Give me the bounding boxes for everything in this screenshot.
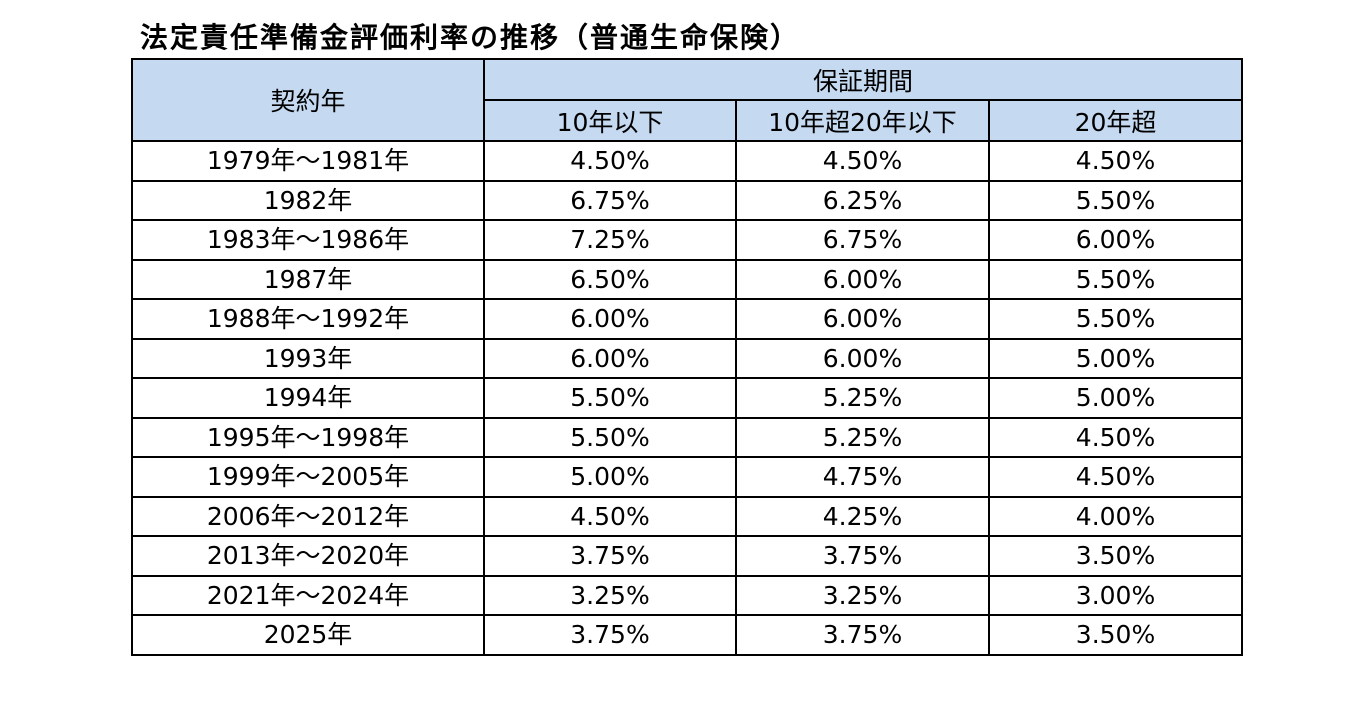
rate-10y-to-20y-cell: 6.00% <box>735 337 990 379</box>
contract-year-cell: 2006年～2012年 <box>131 495 485 537</box>
rate-over-20y-cell: 3.00% <box>987 574 1244 616</box>
rate-10y-or-less-cell: 6.50% <box>483 258 737 300</box>
table-row: 1988年～1992年 6.00% 6.00% 5.50% <box>131 298 1244 340</box>
table-row: 2025年 3.75% 3.75% 3.50% <box>131 614 1244 656</box>
rate-over-20y-cell: 5.50% <box>987 179 1244 221</box>
rate-over-20y-cell: 5.00% <box>987 337 1244 379</box>
table-row: 1993年 6.00% 6.00% 5.00% <box>131 337 1244 379</box>
rate-10y-or-less-cell: 7.25% <box>483 219 737 261</box>
rate-10y-to-20y-cell: 5.25% <box>735 416 990 458</box>
table-row: 1982年 6.75% 6.25% 5.50% <box>131 179 1244 221</box>
table-header: 契約年 保証期間 10年以下 10年超20年以下 20年超 <box>131 58 1244 142</box>
rate-10y-or-less-cell: 6.00% <box>483 298 737 340</box>
rate-10y-or-less-cell: 6.75% <box>483 179 737 221</box>
rate-over-20y-cell: 4.00% <box>987 495 1244 537</box>
rate-10y-or-less-cell: 4.50% <box>483 495 737 537</box>
rate-10y-to-20y-cell: 4.75% <box>735 456 990 498</box>
rate-10y-or-less-cell: 5.50% <box>483 416 737 458</box>
contract-year-cell: 1979年～1981年 <box>131 140 485 182</box>
rate-over-20y-cell: 4.50% <box>987 140 1244 182</box>
table-row: 2013年～2020年 3.75% 3.75% 3.50% <box>131 535 1244 577</box>
rate-10y-to-20y-cell: 6.00% <box>735 258 990 300</box>
rate-over-20y-cell: 5.50% <box>987 258 1244 300</box>
contract-year-cell: 1982年 <box>131 179 485 221</box>
table-row: 1994年 5.50% 5.25% 5.00% <box>131 377 1244 419</box>
table-row: 1995年～1998年 5.50% 5.25% 4.50% <box>131 416 1244 458</box>
rate-over-20y-cell: 3.50% <box>987 614 1244 656</box>
contract-year-cell: 1987年 <box>131 258 485 300</box>
rate-10y-or-less-cell: 3.75% <box>483 614 737 656</box>
table-row: 1999年～2005年 5.00% 4.75% 4.50% <box>131 456 1244 498</box>
column-header-10y-or-less: 10年以下 <box>483 99 737 142</box>
table-row: 2006年～2012年 4.50% 4.25% 4.00% <box>131 495 1244 537</box>
contract-year-cell: 1983年～1986年 <box>131 219 485 261</box>
table-row: 1979年～1981年 4.50% 4.50% 4.50% <box>131 140 1244 182</box>
contract-year-cell: 2021年～2024年 <box>131 574 485 616</box>
rate-over-20y-cell: 5.00% <box>987 377 1244 419</box>
rate-over-20y-cell: 4.50% <box>987 416 1244 458</box>
rate-10y-to-20y-cell: 3.75% <box>735 614 990 656</box>
contract-year-cell: 1994年 <box>131 377 485 419</box>
column-header-over-20y: 20年超 <box>987 99 1244 142</box>
contract-year-cell: 1988年～1992年 <box>131 298 485 340</box>
table-row: 1987年 6.50% 6.00% 5.50% <box>131 258 1244 300</box>
header-row-top: 契約年 保証期間 <box>131 58 1244 142</box>
rate-10y-or-less-cell: 5.50% <box>483 377 737 419</box>
rate-10y-to-20y-cell: 4.25% <box>735 495 990 537</box>
rate-10y-or-less-cell: 4.50% <box>483 140 737 182</box>
rate-over-20y-cell: 5.50% <box>987 298 1244 340</box>
contract-year-cell: 1995年～1998年 <box>131 416 485 458</box>
interest-rate-table: 契約年 保証期間 10年以下 10年超20年以下 20年超 1979年～1981… <box>131 58 1244 656</box>
year-column-header: 契約年 <box>131 58 485 142</box>
rate-10y-to-20y-cell: 5.25% <box>735 377 990 419</box>
rate-10y-to-20y-cell: 3.75% <box>735 535 990 577</box>
header-row-sub: 10年以下 10年超20年以下 20年超 <box>132 99 1244 142</box>
rate-10y-to-20y-cell: 3.25% <box>735 574 990 616</box>
table-row: 1983年～1986年 7.25% 6.75% 6.00% <box>131 219 1244 261</box>
contract-year-cell: 2025年 <box>131 614 485 656</box>
contract-year-cell: 1993年 <box>131 337 485 379</box>
rate-10y-to-20y-cell: 6.00% <box>735 298 990 340</box>
rate-10y-or-less-cell: 3.75% <box>483 535 737 577</box>
rate-over-20y-cell: 3.50% <box>987 535 1244 577</box>
column-header-10y-to-20y: 10年超20年以下 <box>735 99 990 142</box>
rate-10y-to-20y-cell: 6.25% <box>735 179 990 221</box>
rate-10y-to-20y-cell: 4.50% <box>735 140 990 182</box>
table-row: 2021年～2024年 3.25% 3.25% 3.00% <box>131 574 1244 616</box>
table-body: 1979年～1981年 4.50% 4.50% 4.50% 1982年 6.75% 6.25… <box>131 140 1244 656</box>
guarantee-period-header: 保証期間 <box>482 58 1244 101</box>
rate-over-20y-cell: 6.00% <box>987 219 1244 261</box>
rate-10y-or-less-cell: 3.25% <box>483 574 737 616</box>
rate-over-20y-cell: 4.50% <box>987 456 1244 498</box>
rate-10y-or-less-cell: 5.00% <box>483 456 737 498</box>
page-title: 法定責任準備金評価利率の推移（普通生命保険） <box>140 21 801 54</box>
contract-year-cell: 2013年～2020年 <box>131 535 485 577</box>
rate-10y-to-20y-cell: 6.75% <box>735 219 990 261</box>
contract-year-cell: 1999年～2005年 <box>131 456 485 498</box>
rate-10y-or-less-cell: 6.00% <box>483 337 737 379</box>
